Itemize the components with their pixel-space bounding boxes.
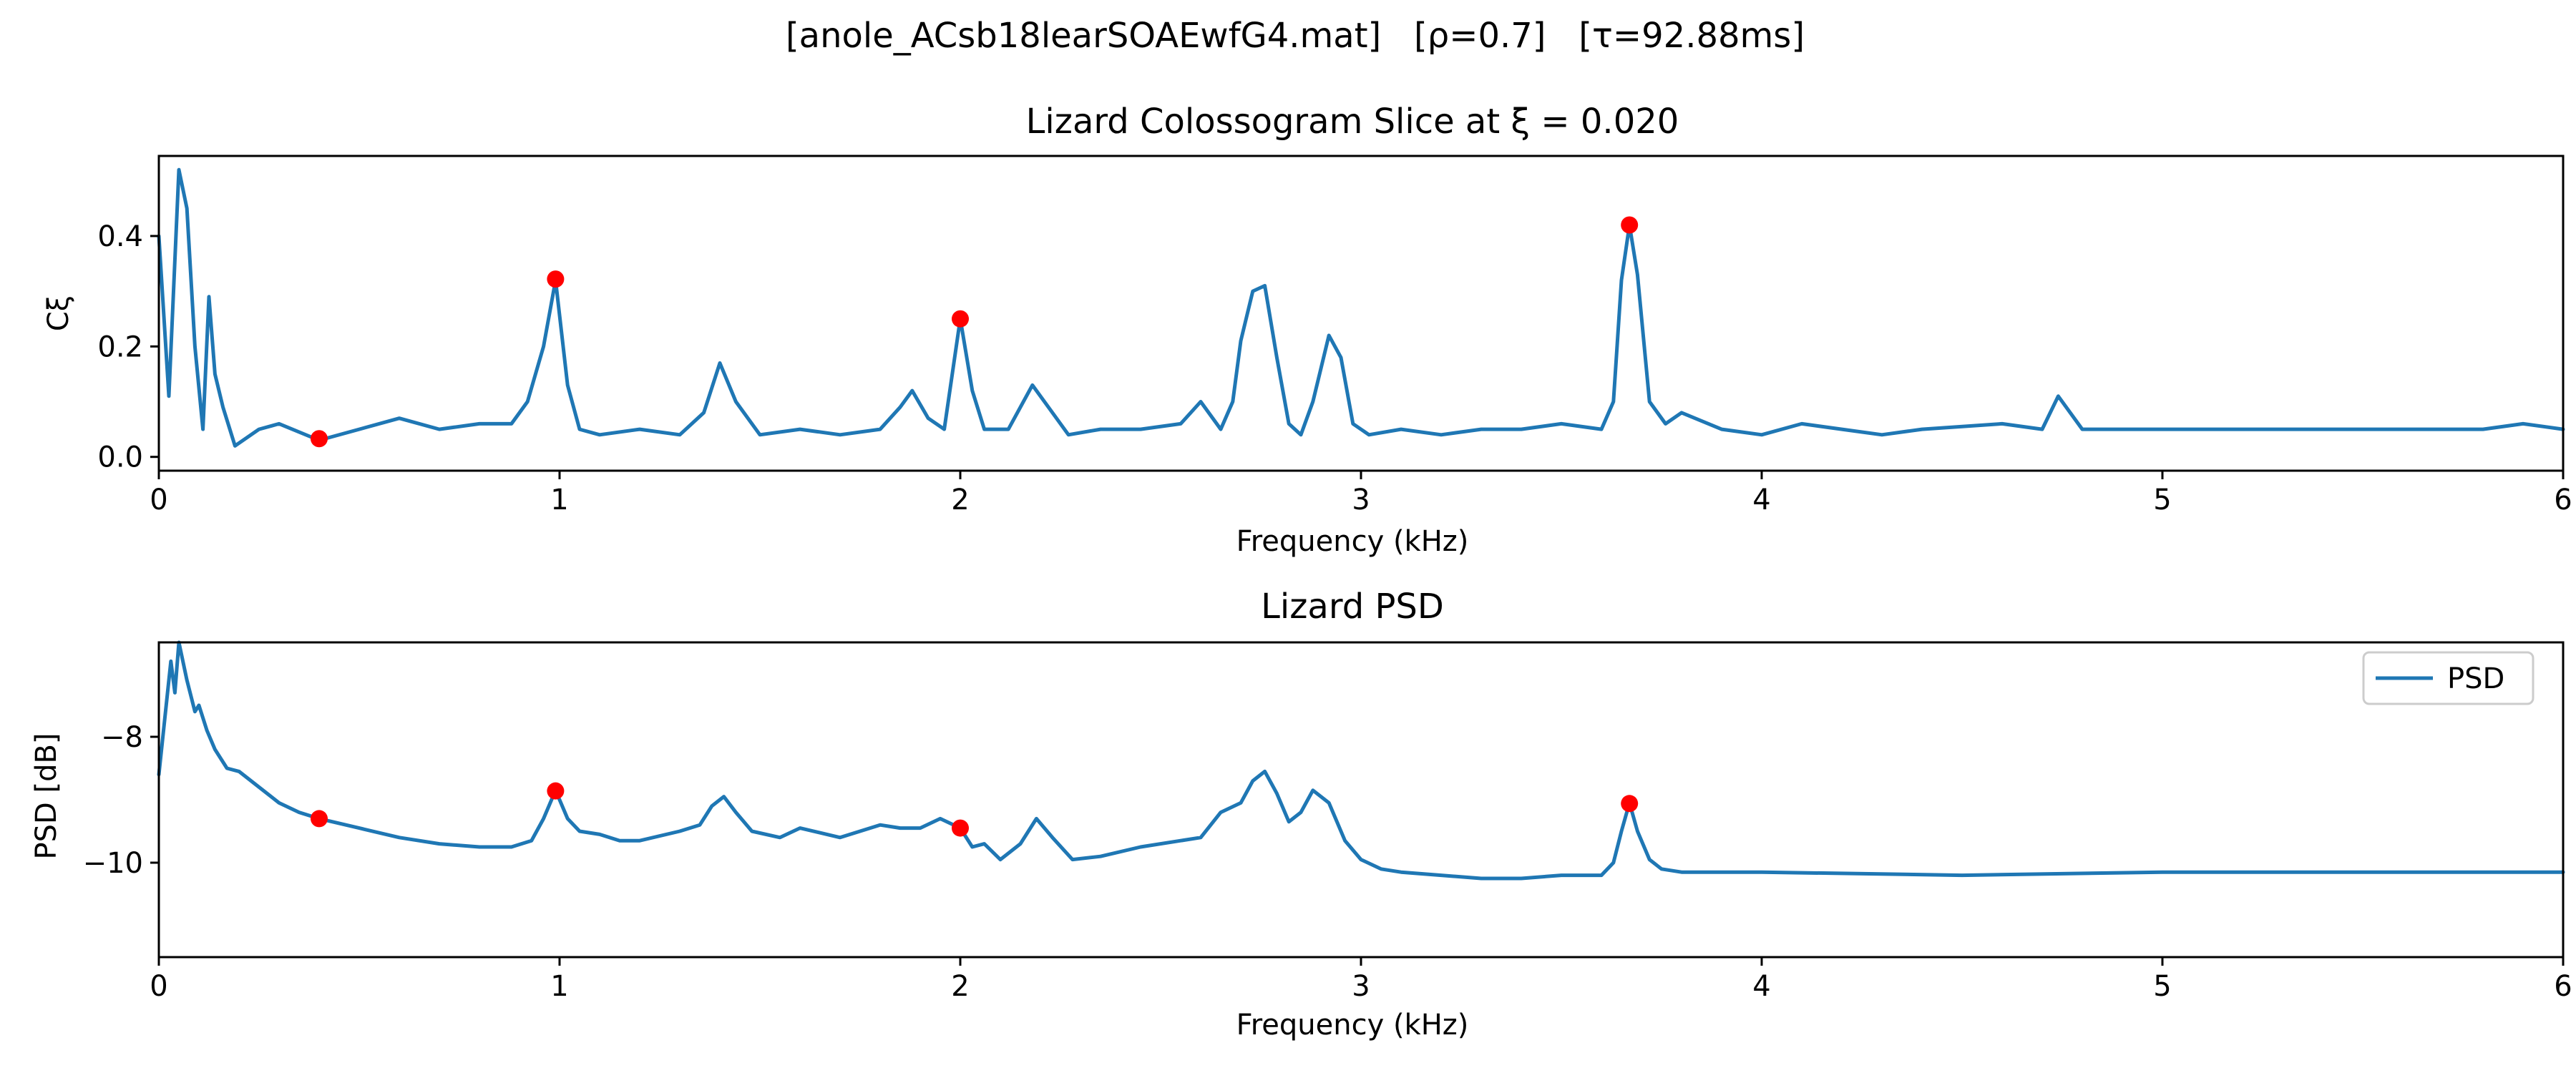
psd-peak-marker [1621,795,1639,813]
psd-ytick-label: −8 [101,721,143,754]
colossogram-peak-marker [547,270,565,288]
colossogram-ylabel: Cξ [42,295,75,331]
psd-peak-marker [547,782,565,800]
psd-peak-marker [952,819,969,837]
colossogram-xtick-label: 0 [150,484,167,516]
colossogram-peak-marker [952,310,969,328]
psd-title: Lizard PSD [1261,587,1444,627]
psd-ytick-label: −10 [83,847,143,880]
psd-xtick-label: 3 [1352,970,1370,1003]
colossogram-xtick-label: 3 [1352,484,1370,516]
psd-xtick-label: 4 [1752,970,1770,1003]
psd-xtick-label: 0 [150,970,167,1003]
colossogram-xtick-label: 1 [550,484,568,516]
colossogram-panel: Lizard Colossogram Slice at ξ = 0.020 Fr… [42,102,2572,558]
psd-legend-label: PSD [2447,662,2504,695]
colossogram-series-line-0 [157,167,2565,448]
colossogram-title: Lizard Colossogram Slice at ξ = 0.020 [1026,102,1679,142]
psd-xlabel: Frequency (kHz) [1236,1009,1469,1042]
psd-series-line-0 [157,640,2565,881]
colossogram-peak-marker [311,430,328,448]
psd-xtick-label: 2 [951,970,969,1003]
colossogram-xtick-label: 5 [2153,484,2171,516]
colossogram-ytick-label: 0.4 [97,220,143,253]
colossogram-xlabel: Frequency (kHz) [1236,525,1469,558]
psd-panel: Lizard PSD Frequency (kHz) PSD [dB] 0 1 2 3… [30,587,2572,1042]
psd-ylabel: PSD [dB] [30,733,63,859]
psd-peak-marker [311,810,328,828]
figure-suptitle: [anole_ACsb18learSOAEwfG4.mat] [ρ=0.7] [… [786,16,1805,56]
colossogram-ytick-label: 0.0 [97,441,143,474]
colossogram-xtick-label: 2 [951,484,969,516]
colossogram-xtick-label: 6 [2554,484,2572,516]
colossogram-peak-marker [1621,216,1639,234]
psd-xtick-label: 5 [2153,970,2171,1003]
psd-xtick-label: 6 [2554,970,2572,1003]
colossogram-xtick-label: 4 [1752,484,1770,516]
psd-legend-box [2362,651,2534,705]
psd-legend: PSD [2362,651,2534,705]
colossogram-ytick-label: 0.2 [97,330,143,363]
psd-xtick-label: 1 [550,970,568,1003]
